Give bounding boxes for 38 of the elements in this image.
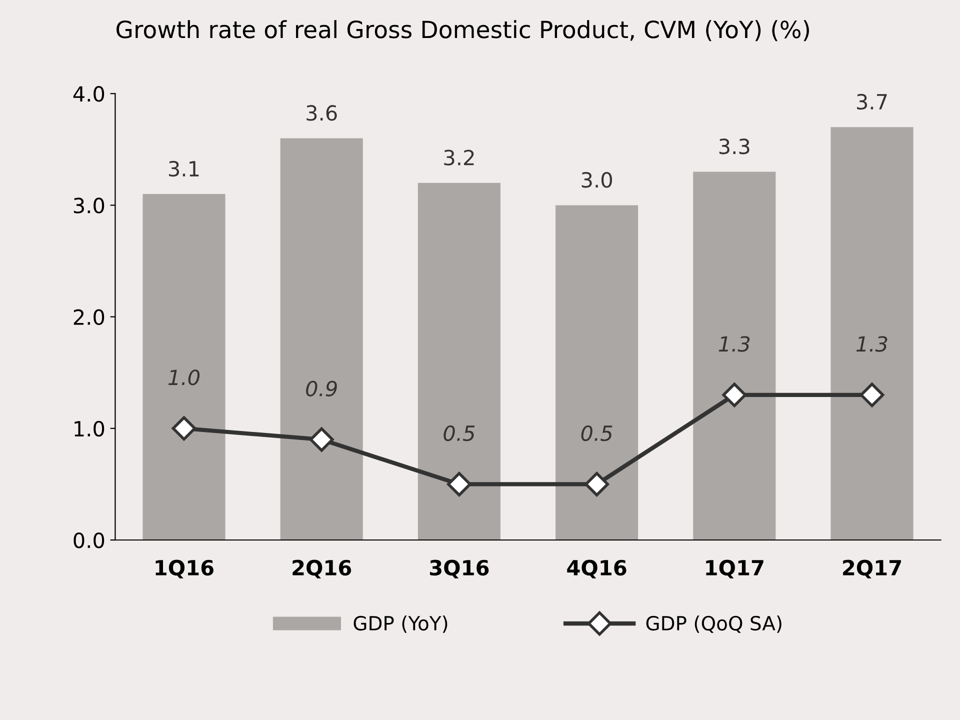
x-tick-label: 1Q16 [156,560,214,578]
y-tick-label: 4.0 [73,86,104,102]
point [860,382,884,408]
y-tick-label: 0.0 [74,532,104,548]
bar [418,182,500,540]
y-tick-label: 3.0 [74,198,104,214]
x-tick-label: 1Q17 [706,560,764,578]
legend-label: GDP (QoQ SA) [646,616,782,633]
data-label: 3.7 [857,94,887,110]
data-label: 0.5 [581,425,612,442]
data-label: 3.3 [719,138,750,154]
data-label: 3.6 [306,105,337,121]
point [584,472,609,496]
bar [830,127,914,540]
data-label: 1.0 [168,370,200,386]
data-label: 3.1 [169,160,199,177]
point [172,416,196,441]
point [309,427,334,452]
chart-title: Growth rate of real Gross Domestic Product, CVM (YoY) (%) [116,20,809,42]
point [447,472,472,496]
y-tick-label: 2.0 [74,309,104,326]
data-label: 1.3 [856,336,888,352]
bar [556,205,638,540]
data-label: 1.3 [718,336,750,352]
data-label: 3.2 [444,150,474,166]
x-tick-label: 4Q16 [567,560,626,578]
point [722,382,747,408]
x-tick-label: 2Q16 [292,560,352,578]
x-tick-label: 3Q16 [430,560,489,578]
bar [142,194,226,540]
y-tick-label: 1.0 [74,420,104,437]
bar [693,172,776,540]
data-label: 0.5 [444,425,475,442]
bar [280,138,363,540]
data-label: 3.0 [582,172,612,188]
legend-label: GDP (YoY) [354,616,448,633]
x-tick-label: 2Q17 [843,560,901,578]
data-label: 0.9 [306,380,337,396]
